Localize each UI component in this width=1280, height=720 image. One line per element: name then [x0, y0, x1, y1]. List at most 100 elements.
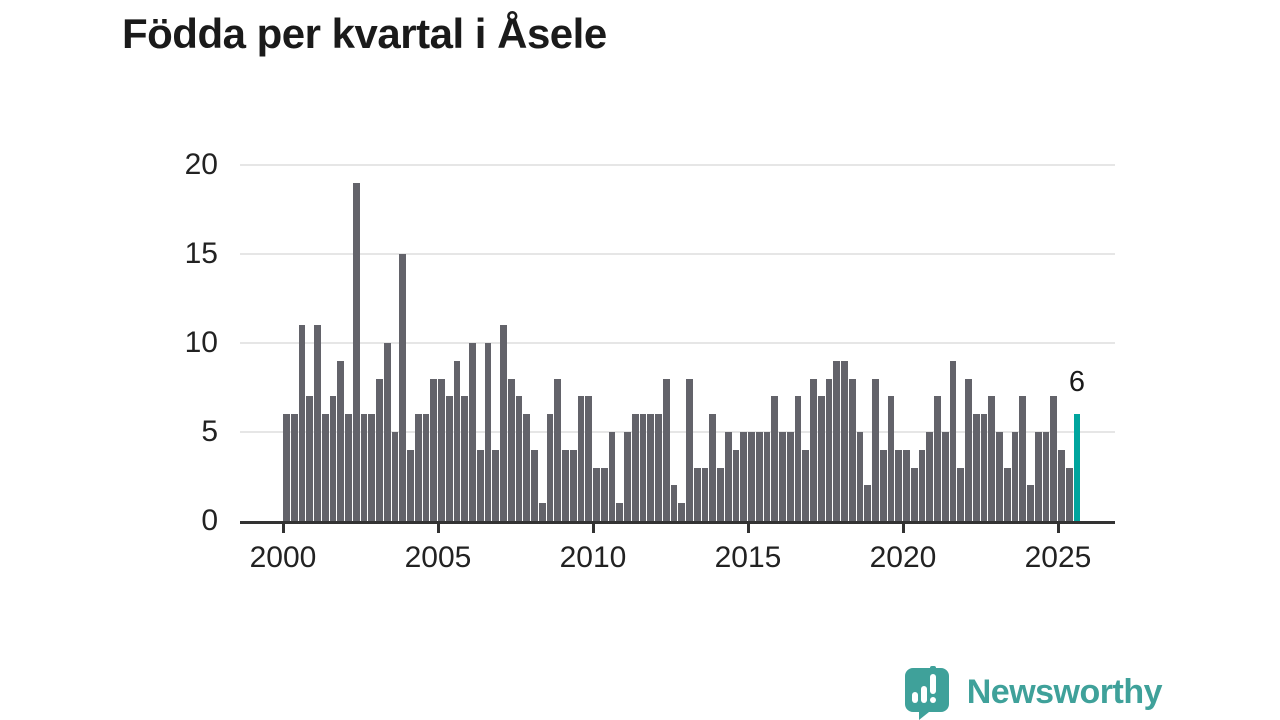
- bar-2004-Q3: [422, 414, 430, 521]
- bar-2019-Q4: [895, 449, 903, 521]
- bar-2012-Q3: [670, 485, 678, 521]
- x-axis-label-2010: 2010: [559, 541, 627, 574]
- bar-2008-Q2: [538, 503, 546, 521]
- bar-2023-Q3: [1011, 432, 1019, 521]
- bar-2015-Q3: [763, 432, 771, 521]
- x-axis-label-2020: 2020: [869, 541, 937, 574]
- bar-2023-Q4: [1019, 396, 1027, 521]
- bar-2003-Q1: [376, 378, 383, 521]
- bar-2006-Q4: [492, 449, 500, 521]
- bar-2024-Q2: [1034, 432, 1042, 521]
- bar-2019-Q2: [879, 449, 887, 521]
- y-axis-label-0: 0: [201, 504, 218, 537]
- highlighted-bar-2025-Q3: [1073, 414, 1081, 521]
- bar-2012-Q4: [678, 503, 686, 521]
- bar-2010-Q3: [608, 432, 616, 521]
- bar-2013-Q2: [693, 467, 701, 521]
- bar-2022-Q4: [988, 396, 996, 521]
- bar-2015-Q4: [771, 396, 779, 521]
- bar-2017-Q2: [817, 396, 825, 521]
- bar-2023-Q1: [996, 432, 1003, 521]
- bar-2011-Q3: [639, 414, 647, 521]
- bar-2023-Q2: [1003, 467, 1011, 521]
- gridline-y-20: [240, 164, 1115, 166]
- y-axis-label-15: 15: [184, 237, 218, 270]
- bar-2016-Q4: [802, 449, 810, 521]
- bar-2021-Q3: [949, 360, 957, 521]
- bar-2022-Q3: [980, 414, 988, 521]
- bar-2012-Q1: [655, 414, 662, 521]
- bar-2003-Q3: [391, 432, 399, 521]
- bar-2013-Q4: [709, 414, 717, 521]
- x-axis-label-2005: 2005: [404, 541, 472, 574]
- bar-2005-Q2: [445, 396, 453, 521]
- bar-2000-Q1: [283, 414, 290, 521]
- bar-2004-Q1: [407, 449, 414, 521]
- bar-2005-Q3: [453, 360, 461, 521]
- bar-2021-Q2: [941, 432, 949, 521]
- bar-2015-Q2: [755, 432, 763, 521]
- bar-2020-Q1: [903, 449, 910, 521]
- bar-2017-Q4: [833, 360, 841, 521]
- bar-2015-Q1: [748, 432, 755, 521]
- bar-2002-Q1: [345, 414, 352, 521]
- bar-2024-Q4: [1050, 396, 1058, 521]
- bar-2016-Q1: [779, 432, 786, 521]
- newsworthy-logo-icon: [901, 664, 953, 720]
- bar-2019-Q3: [887, 396, 895, 521]
- bar-2003-Q2: [383, 343, 391, 521]
- bar-2000-Q4: [306, 396, 314, 521]
- bar-2022-Q1: [965, 378, 972, 521]
- bar-2002-Q3: [360, 414, 368, 521]
- bar-2014-Q3: [732, 449, 740, 521]
- bar-2001-Q3: [329, 396, 337, 521]
- bar-2024-Q3: [1042, 432, 1050, 521]
- bar-2014-Q2: [724, 432, 732, 521]
- bar-2007-Q4: [523, 414, 531, 521]
- bar-2025-Q2: [1065, 467, 1073, 521]
- gridline-y-15: [240, 253, 1115, 255]
- bar-2013-Q1: [686, 378, 693, 521]
- x-axis-label-2025: 2025: [1024, 541, 1092, 574]
- bar-2018-Q4: [864, 485, 872, 521]
- bar-2017-Q3: [825, 378, 833, 521]
- bar-2002-Q2: [352, 182, 360, 521]
- gridline-y-5: [240, 431, 1115, 433]
- bar-2017-Q1: [810, 378, 817, 521]
- bar-2001-Q2: [321, 414, 329, 521]
- bar-2022-Q2: [972, 414, 980, 521]
- bar-2008-Q3: [546, 414, 554, 521]
- bar-2009-Q1: [562, 449, 569, 521]
- bar-2002-Q4: [368, 414, 376, 521]
- bar-2020-Q3: [918, 449, 926, 521]
- bar-2020-Q4: [926, 432, 934, 521]
- bar-2005-Q1: [438, 378, 445, 521]
- bar-2008-Q4: [554, 378, 562, 521]
- x-tick-2010: [591, 524, 595, 533]
- bar-2010-Q2: [600, 467, 608, 521]
- bar-2011-Q2: [631, 414, 639, 521]
- bar-2025-Q1: [1058, 449, 1065, 521]
- x-axis-label-2000: 2000: [249, 541, 317, 574]
- bar-2016-Q3: [794, 396, 802, 521]
- bar-2021-Q4: [957, 467, 965, 521]
- bar-2014-Q4: [740, 432, 748, 521]
- bar-2001-Q4: [337, 360, 345, 521]
- brand-wordmark: Newsworthy: [966, 672, 1163, 711]
- bar-2019-Q1: [872, 378, 879, 521]
- bar-2020-Q2: [910, 467, 918, 521]
- x-axis-label-2015: 2015: [714, 541, 782, 574]
- y-axis-label-5: 5: [201, 415, 218, 448]
- bar-2005-Q4: [461, 396, 469, 521]
- bar-2018-Q3: [856, 432, 864, 521]
- bar-2024-Q1: [1027, 485, 1034, 521]
- bar-2009-Q2: [569, 449, 577, 521]
- bar-2021-Q1: [934, 396, 941, 521]
- bar-2006-Q2: [476, 449, 484, 521]
- bar-2018-Q2: [848, 378, 856, 521]
- bar-2007-Q3: [515, 396, 523, 521]
- bar-2000-Q3: [298, 325, 306, 521]
- chart-title: Födda per kvartal i Åsele: [122, 10, 607, 57]
- bar-2010-Q4: [616, 503, 624, 521]
